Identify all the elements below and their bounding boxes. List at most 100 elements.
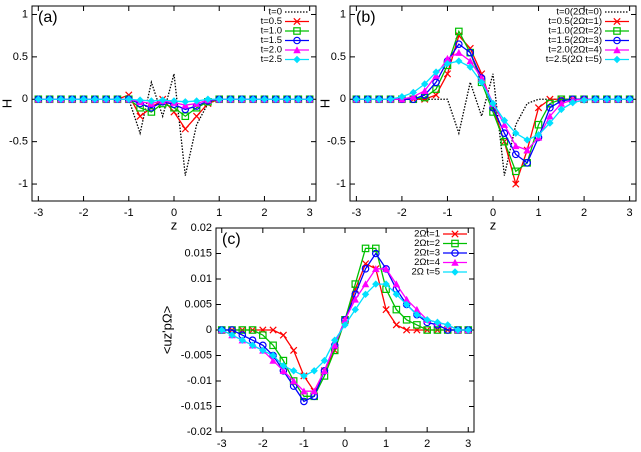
y-axis-label: H <box>317 99 332 108</box>
data-point <box>511 167 520 176</box>
x-tick-label: -3 <box>351 207 361 219</box>
x-tick-label: 1 <box>216 207 222 219</box>
legend-marker <box>613 46 621 54</box>
y-tick-label: -1 <box>18 178 28 190</box>
data-point <box>455 57 463 65</box>
y-tick-label: -1 <box>336 178 346 190</box>
x-axis-label: z <box>171 217 178 232</box>
data-point <box>444 321 452 329</box>
data-point <box>512 129 520 137</box>
data-point <box>466 57 474 65</box>
data-point <box>290 346 298 355</box>
data-point <box>433 318 442 327</box>
data-point <box>557 105 566 114</box>
data-point <box>269 351 277 360</box>
data-point <box>215 95 223 103</box>
x-tick-label: 1 <box>535 207 541 219</box>
panel-label: (c) <box>222 231 241 248</box>
data-point <box>466 48 475 57</box>
x-axis-label: z <box>490 217 497 232</box>
legend-label: t=1.0 <box>261 26 282 37</box>
data-point <box>331 341 339 349</box>
data-point <box>259 331 267 339</box>
data-point <box>300 397 308 406</box>
panel-label: (b) <box>356 9 376 26</box>
data-point <box>523 146 531 154</box>
data-point <box>45 95 54 103</box>
legend-marker <box>451 258 459 266</box>
data-point <box>192 112 201 120</box>
data-point <box>249 95 257 103</box>
y-axis-label: <uz'pΩ> <box>159 306 174 354</box>
data-point <box>136 96 144 104</box>
legend-marker <box>613 27 621 35</box>
data-point <box>454 326 462 334</box>
data-point <box>320 367 329 374</box>
x-tick-label: -2 <box>79 207 89 219</box>
data-point <box>546 103 554 112</box>
x-tick-label: 3 <box>307 207 313 219</box>
data-point <box>392 305 401 314</box>
data-point <box>402 326 411 334</box>
legend-label: 2Ωt=4 <box>414 257 440 268</box>
legend-marker <box>293 46 301 54</box>
panel-label: (a) <box>38 9 58 26</box>
x-tick-label: 1 <box>383 438 389 450</box>
x-tick-label: 2 <box>261 207 267 219</box>
data-point <box>375 95 383 103</box>
data-point <box>279 367 288 374</box>
data-point <box>300 387 308 395</box>
legend-label: t=2.0(2Ωt=4) <box>548 45 602 56</box>
y-tick-label: 0.5 <box>331 51 346 63</box>
series-line <box>356 73 630 176</box>
x-tick-label: 2 <box>581 207 587 219</box>
data-point <box>568 98 577 107</box>
y-tick-label: -0.02 <box>187 426 212 438</box>
data-point <box>591 95 600 103</box>
y-tick-label: 0.005 <box>184 298 212 310</box>
data-point <box>364 95 372 103</box>
x-tick-label: -3 <box>33 207 43 219</box>
data-point <box>372 244 380 253</box>
legend-label: t=0 <box>269 7 282 18</box>
legend-marker <box>451 268 459 276</box>
legend-marker <box>293 36 301 45</box>
data-point <box>259 346 267 355</box>
data-point <box>238 336 246 344</box>
data-point <box>402 300 411 309</box>
legend-marker <box>451 230 459 238</box>
data-point <box>443 59 452 68</box>
data-point <box>305 95 314 103</box>
y-tick-label: -0.5 <box>9 136 28 148</box>
data-point <box>218 326 226 334</box>
x-tick-label: -2 <box>258 438 268 450</box>
data-point <box>546 112 554 120</box>
data-point <box>443 54 452 62</box>
legend-label: t=2.5 <box>261 54 282 65</box>
data-point <box>351 295 359 303</box>
data-point <box>361 280 370 288</box>
data-point <box>423 326 431 334</box>
data-point <box>382 280 390 288</box>
legend-marker <box>451 249 459 257</box>
data-point <box>382 265 390 272</box>
data-point <box>511 150 520 159</box>
data-point <box>402 295 411 303</box>
y-axis-label: H <box>0 99 14 108</box>
data-point <box>500 129 509 137</box>
data-point <box>455 27 463 36</box>
data-point <box>125 95 133 103</box>
data-point <box>557 99 566 107</box>
data-point <box>351 280 360 288</box>
data-point <box>372 249 380 258</box>
data-point <box>432 68 440 76</box>
y-tick-label: 0.015 <box>184 247 212 259</box>
data-point <box>455 40 463 48</box>
data-point <box>372 265 380 272</box>
data-point <box>260 95 269 103</box>
data-point <box>546 95 554 103</box>
y-tick-label: -0.015 <box>181 400 212 412</box>
data-point <box>534 104 543 112</box>
legend-label: 2Ωt=1 <box>414 229 440 240</box>
